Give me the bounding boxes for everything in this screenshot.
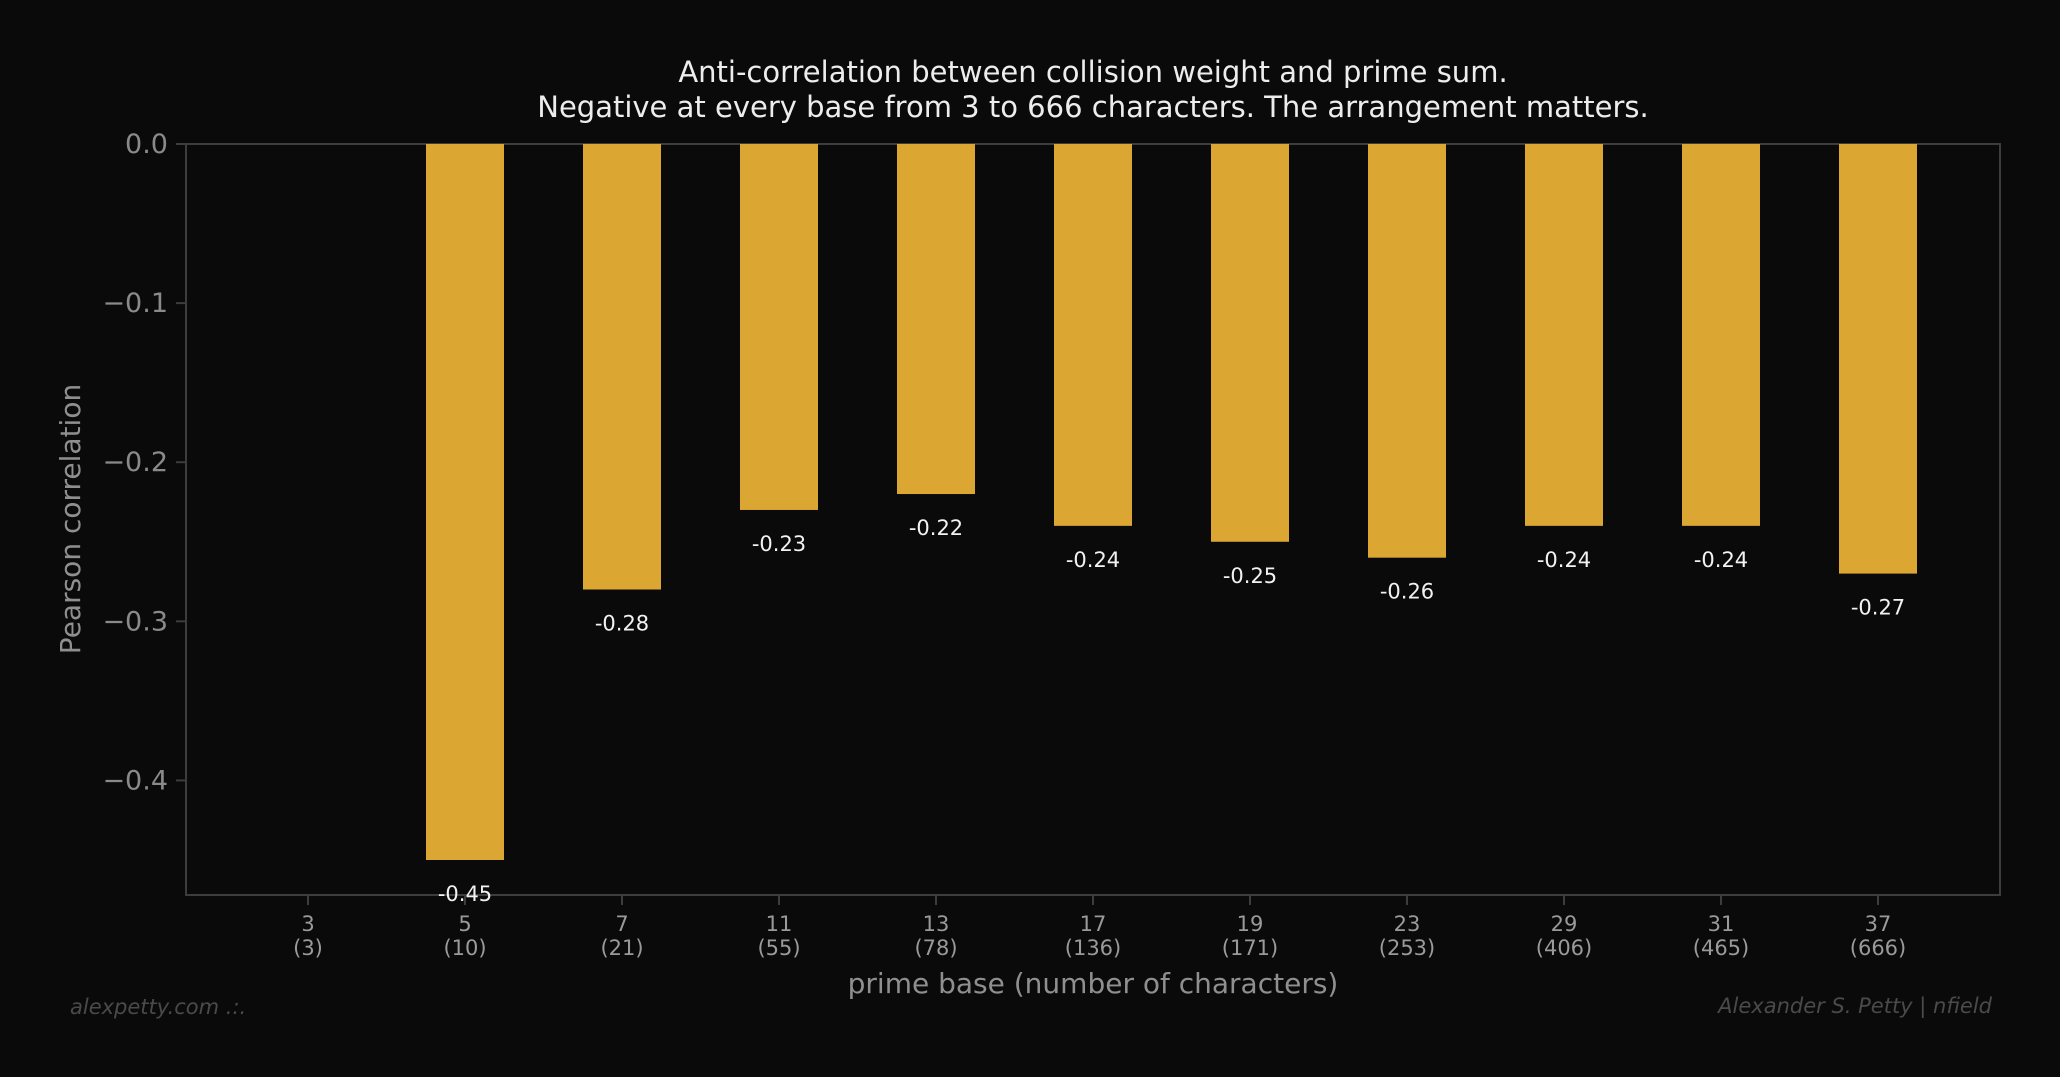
bar-value-label: -0.23 [752, 532, 806, 556]
bar [1054, 144, 1132, 526]
y-tick-label: −0.1 [102, 288, 168, 319]
bar-value-label: -0.24 [1537, 548, 1591, 572]
bar [740, 144, 818, 510]
x-tick-sublabel: (171) [1222, 936, 1278, 960]
y-tick-label: −0.4 [102, 765, 168, 796]
x-tick-sublabel: (21) [600, 936, 643, 960]
bar-value-label: -0.28 [595, 612, 649, 636]
x-axis: 3(3) 5(10) 7(21) 11(55) 13(78) 17(136) 19(171)… [293, 895, 1906, 960]
bar [1682, 144, 1760, 526]
x-tick-sublabel: (406) [1536, 936, 1592, 960]
x-tick-label: 29 [1551, 912, 1578, 936]
x-tick-label: 37 [1865, 912, 1892, 936]
x-tick-sublabel: (78) [914, 936, 957, 960]
bar [1211, 144, 1289, 542]
bar [1525, 144, 1603, 526]
x-tick-sublabel: (666) [1850, 936, 1906, 960]
x-tick-label: 23 [1394, 912, 1421, 936]
y-axis-label: Pearson correlation [54, 384, 87, 654]
x-tick-sublabel: (10) [443, 936, 486, 960]
x-tick-label: 19 [1237, 912, 1264, 936]
x-tick-label: 7 [615, 912, 628, 936]
bar [1368, 144, 1446, 558]
y-tick-label: −0.3 [102, 606, 168, 637]
x-tick-label: 5 [458, 912, 471, 936]
bar [583, 144, 661, 590]
footer-right: Alexander S. Petty | nfield [1716, 994, 1993, 1019]
y-axis: 0.0 −0.1 −0.2 −0.3 −0.4 [102, 129, 186, 796]
y-tick-label: −0.2 [102, 447, 168, 478]
chart-title: Anti-correlation between collision weigh… [678, 55, 1507, 89]
bar-value-label: -0.27 [1851, 596, 1905, 620]
x-tick-sublabel: (136) [1065, 936, 1121, 960]
bar [1839, 144, 1917, 574]
x-tick-sublabel: (465) [1693, 936, 1749, 960]
chart-subtitle: Negative at every base from 3 to 666 cha… [537, 90, 1649, 124]
x-axis-label: prime base (number of characters) [848, 967, 1339, 1000]
x-tick-sublabel: (55) [757, 936, 800, 960]
x-tick-label: 31 [1708, 912, 1735, 936]
bar-value-label: -0.26 [1380, 580, 1434, 604]
x-tick-sublabel: (3) [293, 936, 323, 960]
y-tick-label: 0.0 [125, 129, 168, 160]
bar-value-label: -0.24 [1066, 548, 1120, 572]
bars: -0.45-0.28-0.23-0.22-0.24-0.25-0.26-0.24… [426, 144, 1917, 906]
bar [897, 144, 975, 495]
bar [426, 144, 504, 860]
x-tick-label: 3 [301, 912, 314, 936]
bar-value-label: -0.22 [909, 516, 963, 540]
bar-value-label: -0.24 [1694, 548, 1748, 572]
x-tick-sublabel: (253) [1379, 936, 1435, 960]
x-tick-label: 17 [1080, 912, 1107, 936]
footer-left: alexpetty.com .:. [70, 995, 246, 1019]
bar-value-label: -0.25 [1223, 564, 1277, 588]
x-tick-label: 11 [766, 912, 793, 936]
x-tick-label: 13 [923, 912, 950, 936]
